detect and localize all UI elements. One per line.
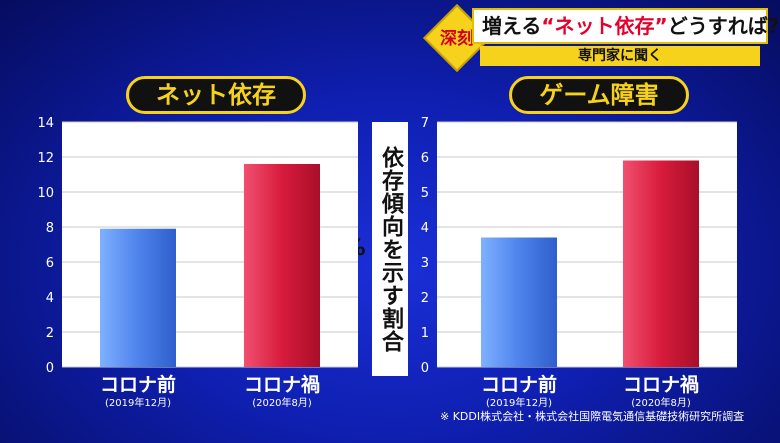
y-tick-label: 14	[37, 116, 54, 131]
headline-highlight: “ネット依存”	[541, 14, 668, 38]
bar-during	[244, 164, 320, 367]
y-tick-label: 2	[421, 291, 429, 306]
bar-pre	[100, 228, 176, 367]
x-category-sublabel: (2020年8月)	[631, 396, 691, 409]
y-tick-label: 3	[421, 256, 429, 271]
headline-prefix: 増える	[482, 14, 542, 38]
badge-label: 深刻	[440, 29, 474, 49]
y-tick-label: 12	[37, 151, 54, 166]
y-tick-label: 5	[421, 186, 429, 201]
chart-title-game: ゲーム障害	[509, 76, 689, 114]
y-tick-label: 6	[46, 256, 54, 271]
y-tick-label: 10	[37, 186, 54, 201]
bar-pre	[481, 237, 557, 367]
bar-during	[623, 160, 699, 367]
y-tick-label: 0	[46, 361, 54, 376]
y-tick-label: 4	[421, 221, 429, 236]
x-category-label: コロナ前	[481, 373, 557, 396]
x-category-label: コロナ前	[100, 373, 176, 396]
y-tick-label: 4	[46, 291, 54, 306]
source-note: ※ KDDI株式会社・株式会社国際電気通信基礎技術研究所調査	[440, 410, 745, 423]
y-tick-label: 8	[46, 221, 54, 236]
x-category-sublabel: (2019年12月)	[486, 396, 552, 409]
x-category-sublabel: (2020年8月)	[252, 396, 312, 409]
x-category-label: コロナ禍	[244, 373, 320, 396]
y-tick-label: 1	[421, 326, 429, 341]
subhead: 専門家に聞く	[480, 46, 760, 66]
y-tick-label: 2	[46, 326, 54, 341]
headline: 増える“ネット依存”どうすれば?	[472, 8, 779, 44]
x-category-label: コロナ禍	[623, 373, 699, 396]
y-tick-label: 7	[421, 116, 429, 131]
x-category-sublabel: (2019年12月)	[105, 396, 171, 409]
y-tick-label: 6	[421, 151, 429, 166]
chart-title-net: ネット依存	[126, 76, 306, 114]
headline-suffix: どうすれば?	[667, 14, 780, 38]
y-tick-label: 0	[421, 361, 429, 376]
